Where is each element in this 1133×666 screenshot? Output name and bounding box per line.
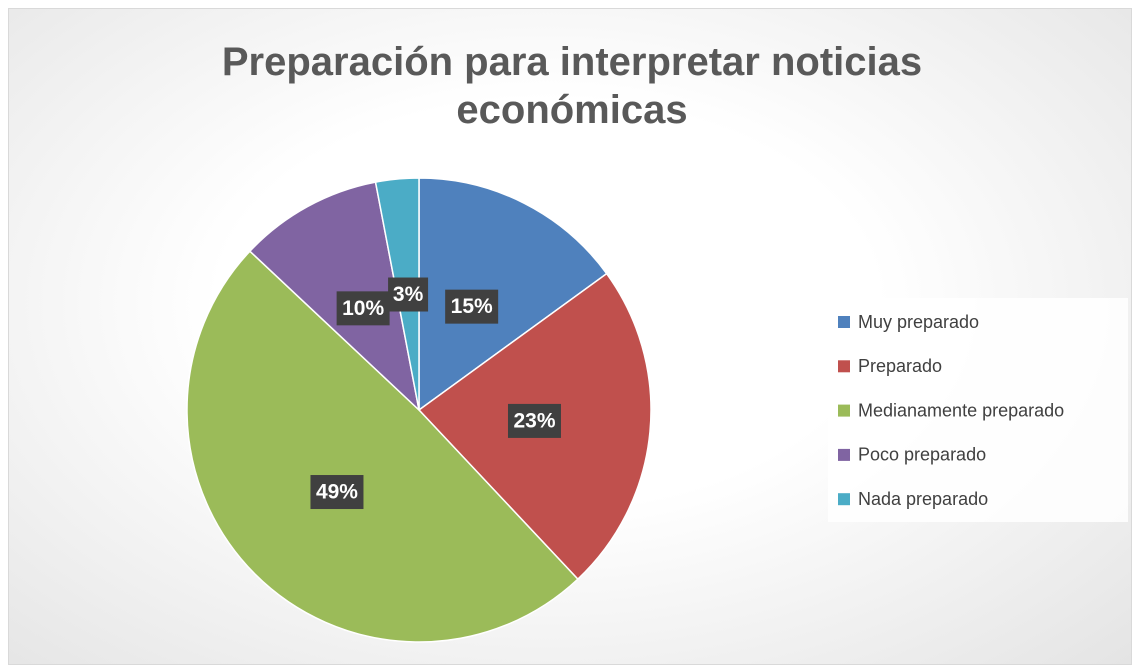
- legend-label: Nada preparado: [858, 489, 988, 509]
- data-label-box: [336, 291, 390, 326]
- data-label: 10%: [342, 297, 384, 320]
- legend-swatch: [838, 493, 850, 506]
- data-label-box: [445, 289, 499, 324]
- pie-slice: [248, 181, 421, 413]
- pie-slice: [418, 177, 608, 412]
- legend-label: Medianamente preparado: [858, 400, 1064, 420]
- data-label: 49%: [316, 481, 358, 504]
- legend-label: Muy preparado: [858, 312, 979, 332]
- legend-swatch: [838, 360, 850, 373]
- data-label-box: [507, 403, 561, 438]
- data-label-box: [310, 475, 364, 510]
- data-label: 15%: [451, 295, 493, 318]
- legend-swatch: [838, 316, 850, 328]
- chart-title: Preparación para interpretar noticias ec…: [221, 40, 923, 132]
- data-label: 3%: [393, 283, 424, 306]
- pie-slice: [186, 250, 579, 643]
- data-label: 23%: [513, 409, 555, 432]
- legend-box: [828, 298, 1128, 522]
- legend-label: Poco preparado: [858, 445, 986, 465]
- data-label-box: [388, 277, 429, 312]
- legend-label: Preparado: [858, 356, 942, 376]
- legend-swatch: [838, 404, 850, 417]
- legend-swatch: [838, 448, 850, 461]
